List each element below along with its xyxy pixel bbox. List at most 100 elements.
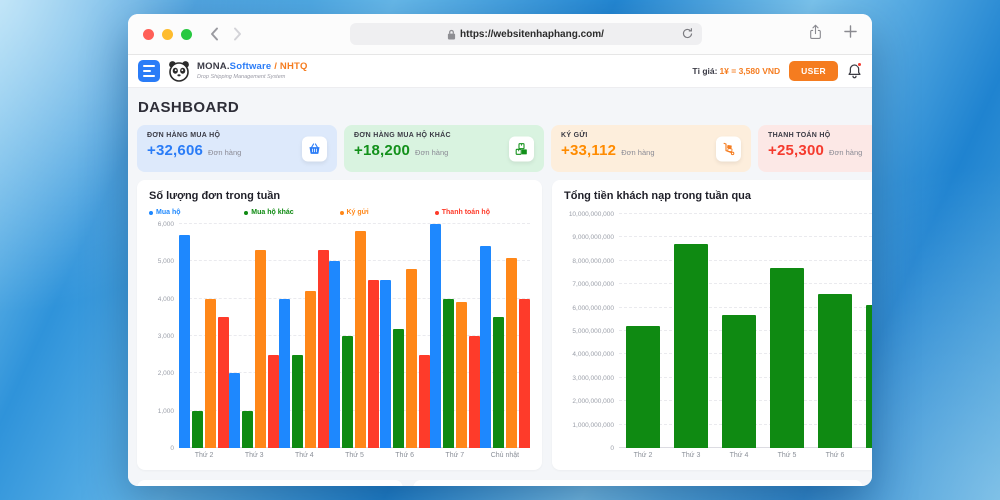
bar[interactable] <box>318 250 330 448</box>
x-tick-label: Thứ 2 <box>194 451 214 459</box>
bar[interactable] <box>292 354 304 448</box>
bottom-panels-row <box>137 480 863 486</box>
bar-group <box>179 224 230 448</box>
reload-icon[interactable] <box>681 27 694 43</box>
brand-name: MONA. <box>197 61 230 73</box>
minimize-window-button[interactable] <box>162 28 173 40</box>
card-value: +32,606 <box>147 142 204 159</box>
weekly-deposits-chart-panel: Tổng tiền khách nạp trong tuần qua 0 1,00… <box>552 180 872 470</box>
bar-group <box>619 214 667 448</box>
share-icon[interactable] <box>809 24 822 45</box>
bar[interactable] <box>368 280 380 448</box>
bar[interactable] <box>355 231 367 448</box>
bar[interactable] <box>818 293 852 448</box>
gridline: 5,000 <box>158 258 530 265</box>
card-don-hang-mua-ho-khac[interactable]: ĐƠN HÀNG MUA HỘ KHÁC +18,200 Đơn hàng <box>344 125 544 172</box>
bar-chart-weekly-deposits: 0 1,000,000,000 2,000,000,000 3,000,000,000… <box>569 211 872 452</box>
bar[interactable] <box>455 302 467 448</box>
gridline: 3,000 <box>158 333 530 340</box>
x-tick-label: Thứ 5 <box>345 451 364 459</box>
basket-icon[interactable] <box>302 136 327 161</box>
bar[interactable] <box>392 328 404 448</box>
y-tick-label: 8,000,000,000 <box>572 257 614 265</box>
brand-title: MONA.Software / NHTQ Drop Shipping Manag… <box>197 61 308 80</box>
bar[interactable] <box>418 354 430 448</box>
close-window-button[interactable] <box>143 28 154 40</box>
bar[interactable] <box>505 257 517 448</box>
y-tick-label: 1,000,000,000 <box>572 421 614 429</box>
bar[interactable] <box>468 336 480 448</box>
card-ky-gui[interactable]: KÝ GỬI +33,112 Đơn hàng <box>551 125 751 172</box>
back-button[interactable] <box>210 27 219 41</box>
bar-group <box>329 224 380 448</box>
legend-dot <box>339 210 344 215</box>
gridline: 6,000 <box>158 221 530 228</box>
x-tick-label: Thứ 5 <box>777 451 797 459</box>
legend-dot <box>149 210 153 215</box>
bar[interactable] <box>405 268 417 448</box>
bar[interactable] <box>770 267 804 448</box>
gridline: 7,000,000,000 <box>572 281 872 288</box>
bar[interactable] <box>479 246 491 448</box>
legend-item[interactable]: Mua hộ khác <box>244 209 339 216</box>
bar[interactable] <box>442 298 454 448</box>
bar-chart-weekly-orders: 0 1,000 2,000 3,000 4,000 5,000 6,000 <box>158 221 530 452</box>
gridline: 6,000,000,000 <box>572 305 872 312</box>
x-tick-label: Thứ 6 <box>395 451 414 459</box>
bar[interactable] <box>242 410 254 448</box>
bar[interactable] <box>722 314 756 448</box>
dashboard-content: DASHBOARD ĐƠN HÀNG MUA HỘ +32,606 Đơn hà… <box>128 88 872 486</box>
bar[interactable] <box>279 298 291 448</box>
new-tab-icon[interactable] <box>844 25 857 43</box>
gridline: 1,000 <box>158 408 530 415</box>
bar[interactable] <box>429 224 441 448</box>
bar[interactable] <box>179 235 191 448</box>
bar[interactable] <box>342 336 354 448</box>
lock-icon <box>447 29 456 40</box>
bar[interactable] <box>305 291 317 448</box>
card-unit: Đơn hàng <box>208 148 242 157</box>
hamburger-menu-button[interactable] <box>138 60 160 82</box>
notification-bell-icon[interactable] <box>847 62 862 79</box>
bar-group <box>859 214 872 448</box>
card-don-hang-mua-ho[interactable]: ĐƠN HÀNG MUA HỘ +32,606 Đơn hàng <box>137 125 337 172</box>
bar[interactable] <box>192 410 204 448</box>
user-button[interactable]: USER <box>789 61 838 81</box>
legend-item[interactable]: Ký gửi <box>339 209 435 216</box>
legend-item[interactable]: Thanh toán hộ <box>434 209 530 216</box>
bottom-panel-left <box>137 480 403 486</box>
address-bar[interactable]: https://websitenhaphang.com/ <box>349 23 702 45</box>
legend-label: Ký gửi <box>346 209 369 216</box>
bar[interactable] <box>229 373 241 448</box>
legend-dot <box>244 210 249 215</box>
packages-icon[interactable] <box>509 136 534 161</box>
page-title: DASHBOARD <box>138 99 240 116</box>
bar[interactable] <box>518 298 530 448</box>
card-thanh-toan-ho[interactable]: THANH TOÁN HỘ +25,300 Đơn hàng <box>758 125 872 172</box>
x-tick-label: Thứ 3 <box>681 451 701 459</box>
x-tick-label: Thứ 4 <box>729 451 749 459</box>
notification-dot <box>857 62 862 67</box>
bar[interactable] <box>255 250 267 448</box>
forward-button[interactable] <box>233 27 242 41</box>
bar-group <box>279 224 330 448</box>
bar[interactable] <box>268 354 280 448</box>
bar[interactable] <box>674 244 708 448</box>
bar[interactable] <box>218 317 230 448</box>
bar[interactable] <box>379 280 391 448</box>
bar[interactable] <box>866 305 872 448</box>
panda-logo[interactable] <box>167 60 191 82</box>
bar[interactable] <box>205 298 217 448</box>
bar[interactable] <box>626 326 660 448</box>
bar[interactable] <box>329 261 341 448</box>
bar[interactable] <box>492 317 504 448</box>
bar-groups <box>619 214 872 448</box>
card-title: THANH TOÁN HỘ <box>768 132 831 139</box>
card-title: ĐƠN HÀNG MUA HỘ KHÁC <box>354 132 451 139</box>
trolley-icon[interactable] <box>716 136 741 161</box>
zoom-window-button[interactable] <box>181 28 192 40</box>
x-axis-labels: Thứ 2 Thứ 3 Thứ 4 Thứ 5 Thứ 6 Thứ 7 <box>619 448 872 462</box>
weekly-orders-chart-panel: Số lượng đơn trong tuần Mua hộ Mua hộ khá… <box>137 180 542 470</box>
legend-item[interactable]: Mua hộ <box>149 209 244 216</box>
y-tick-label: 7,000,000,000 <box>572 281 614 289</box>
